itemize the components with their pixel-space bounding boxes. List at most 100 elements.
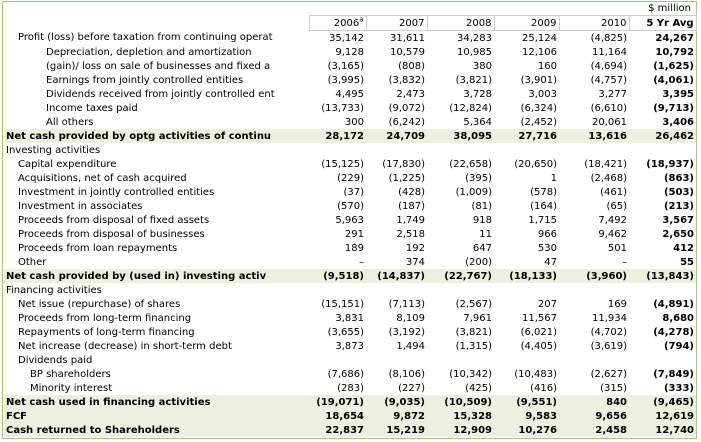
cell-value: (3,995) xyxy=(327,74,364,86)
row-label: Investment in associates xyxy=(18,200,143,212)
cell-value: 192 xyxy=(405,242,425,254)
cell-value: 34,283 xyxy=(457,32,492,44)
cell-value: 1 xyxy=(550,172,557,184)
cell-value: (4,061) xyxy=(653,74,694,86)
cell-empty xyxy=(629,143,696,157)
cell-value: (17,830) xyxy=(382,158,425,170)
data-row: Acquisitions, net of cash acquired (229) (… xyxy=(4,171,696,185)
row-label: Other xyxy=(18,256,47,268)
cell-value: 55 xyxy=(680,256,694,268)
cell-value: (1,225) xyxy=(388,172,425,184)
cell-value: 300 xyxy=(344,116,364,128)
cell-value: (395) xyxy=(465,172,492,184)
cell-value: 12,909 xyxy=(427,423,494,437)
cell-empty xyxy=(309,143,366,157)
cell-value: 1,715 xyxy=(528,214,557,226)
cell-value: 35,142 xyxy=(329,32,364,44)
data-row: Earnings from jointly controlled entitie… xyxy=(4,73,696,87)
cell-value: (15,125) xyxy=(321,158,364,170)
cell-value: 7,961 xyxy=(463,312,492,324)
data-row: Repayments of long-term financing (3,655)… xyxy=(4,325,696,339)
cell-value: 3,728 xyxy=(463,88,492,100)
column-header-text: 2008 xyxy=(466,17,492,29)
total-row: Net cash provided by optg activities of … xyxy=(4,129,696,143)
cell-value: 15,328 xyxy=(427,409,494,423)
cell-empty xyxy=(629,353,696,367)
cell-value: 28,172 xyxy=(309,129,366,143)
cell-value: 2,473 xyxy=(396,88,425,100)
cell-value: 24,709 xyxy=(366,129,427,143)
cell-value: (416) xyxy=(530,382,557,394)
cell-value: (4,891) xyxy=(653,298,694,310)
cell-empty xyxy=(629,283,696,297)
cell-value: (18,937) xyxy=(646,158,694,170)
data-row: (gain)/ loss on sale of businesses and f… xyxy=(4,59,696,73)
cell-value: 31,611 xyxy=(390,32,425,44)
cell-empty xyxy=(309,353,366,367)
row-label: All others xyxy=(46,116,94,128)
cell-value: 3,567 xyxy=(662,214,694,226)
cell-empty xyxy=(366,353,427,367)
cell-value: 15,219 xyxy=(366,423,427,437)
row-label: Net cash provided by (used in) investing… xyxy=(4,269,309,283)
cell-value: 207 xyxy=(537,298,557,310)
cell-empty xyxy=(559,283,629,297)
cell-value: (18,133) xyxy=(494,269,559,283)
cell-value: 8,109 xyxy=(396,312,425,324)
cell-value: (19,071) xyxy=(309,395,366,409)
cell-empty xyxy=(366,143,427,157)
data-row: All others 300 (6,242) 5,364 (2,452) 20,061 3,… xyxy=(4,115,696,129)
cell-value: 27,716 xyxy=(494,129,559,143)
data-row: Investing activities xyxy=(4,143,696,157)
cell-value: (4,757) xyxy=(590,74,627,86)
data-row: Minority interest (283) (227) (425) (416) (31… xyxy=(4,381,696,395)
cell-value: 5,963 xyxy=(335,214,364,226)
cell-value: (13,733) xyxy=(321,102,364,114)
cell-value: (2,567) xyxy=(455,298,492,310)
cell-value: (18,421) xyxy=(584,158,627,170)
data-row: Profit (loss) before taxation from conti… xyxy=(4,31,696,46)
row-label: Net issue (repurchase) of shares xyxy=(18,298,181,310)
column-header: 5 Yr Avg xyxy=(628,15,697,31)
cell-empty xyxy=(427,143,494,157)
data-row: Proceeds from disposal of businesses 291 2… xyxy=(4,227,696,241)
cell-value: – xyxy=(359,256,364,268)
row-label: Capital expenditure xyxy=(18,158,117,170)
cell-value: (227) xyxy=(398,382,425,394)
row-label: Depreciation, depletion and amortization xyxy=(46,46,252,58)
row-label: Proceeds from long-term financing xyxy=(18,312,192,324)
cell-value: (22,658) xyxy=(449,158,492,170)
total-row: Net cash used in financing activities (19… xyxy=(4,395,696,409)
cell-value: (164) xyxy=(530,200,557,212)
cell-value: 3,873 xyxy=(335,340,364,352)
cell-empty xyxy=(559,353,629,367)
cell-value: (6,324) xyxy=(520,102,557,114)
data-row: BP shareholders (7,686) (8,106) (10,342) (10… xyxy=(4,367,696,381)
data-row: Proceeds from long-term financing 3,831 8,… xyxy=(4,311,696,325)
cell-value: (9,518) xyxy=(309,269,366,283)
cell-value: (7,113) xyxy=(388,298,425,310)
cell-value: – xyxy=(622,256,627,268)
cell-value: 24,267 xyxy=(655,32,694,44)
cell-value: (2,468) xyxy=(590,172,627,184)
column-header-text: 2007 xyxy=(399,17,425,29)
cell-value: 9,656 xyxy=(559,409,629,423)
data-row: Other – 374 (200) 47 – 55 xyxy=(4,255,696,269)
cell-value: (65) xyxy=(606,200,627,212)
row-label: Minority interest xyxy=(30,382,113,394)
row-label: Proceeds from disposal of fixed assets xyxy=(18,214,210,226)
cash-flow-table: 2006a 2007 2008 2009 2010 5 Yr Avg Profit (los… xyxy=(4,15,697,437)
cell-value: (9,551) xyxy=(494,395,559,409)
cell-value: (6,021) xyxy=(520,326,557,338)
data-row: Depreciation, depletion and amortization… xyxy=(4,45,696,59)
row-label: Proceeds from loan repayments xyxy=(18,242,178,254)
cell-value: 4,495 xyxy=(335,88,364,100)
total-row: FCF 18,654 9,872 15,328 9,583 9,656 12,619 xyxy=(4,409,696,423)
cell-value: (808) xyxy=(398,60,425,72)
cell-value: 160 xyxy=(537,60,557,72)
cell-value: 12,619 xyxy=(629,409,696,423)
cell-value: 918 xyxy=(472,214,492,226)
total-row: Cash returned to Shareholders 22,837 15,21… xyxy=(4,423,696,437)
cell-value: 9,583 xyxy=(494,409,559,423)
